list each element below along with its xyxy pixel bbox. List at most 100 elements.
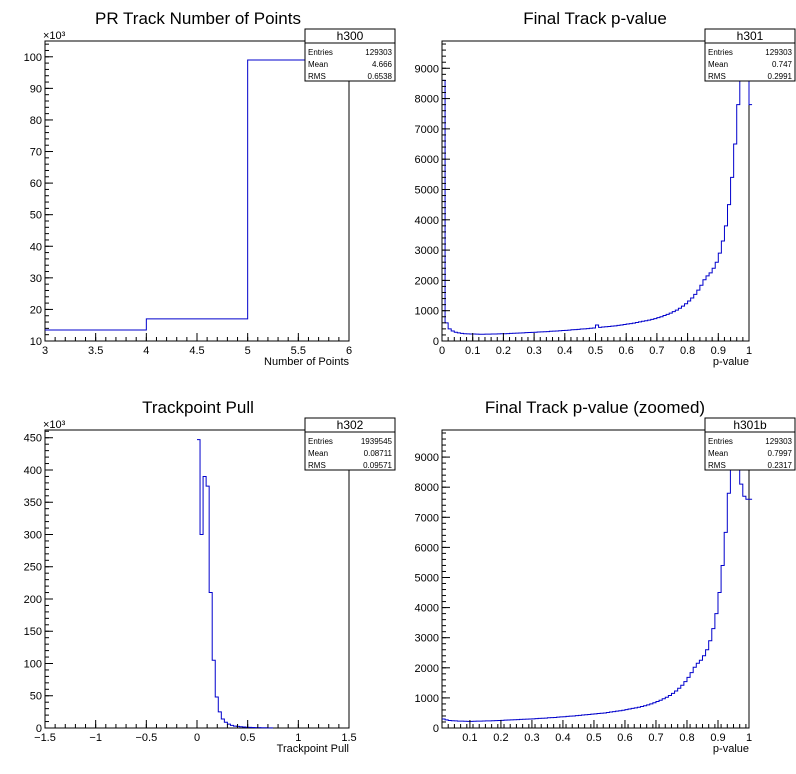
x-tick-label: 0.7 — [649, 345, 664, 357]
x-tick-label: 1 — [746, 345, 752, 357]
y-tick-label: 10 — [30, 336, 42, 348]
y-tick-label: 7000 — [415, 512, 439, 524]
y-tick-label: 0 — [433, 336, 439, 348]
stats-mean-label: Mean — [708, 449, 728, 458]
y-tick-label: 5000 — [415, 184, 439, 196]
x-tick-label: 1.5 — [341, 732, 356, 744]
y-tick-label: 80 — [30, 115, 42, 127]
x-tick-label: 1 — [295, 732, 301, 744]
chart-panel-4: Final Track p-value (zoomed) 0.1 0.2 0.3 0.4… — [415, 398, 796, 755]
chart-panel-3: Trackpoint Pull −1.5 −1 −0.5 0 0.5 1 1.5 0 50 100 1… — [24, 398, 396, 755]
y-tick-label: 7000 — [415, 124, 439, 136]
x-tick-label: 0.3 — [526, 345, 541, 357]
y-tick-label: 3000 — [415, 633, 439, 645]
stats-entries-label: Entries — [708, 437, 733, 446]
x-tick-label: 0.9 — [710, 732, 725, 744]
stats-box — [704, 28, 796, 82]
x-tick-label: 0.4 — [557, 345, 572, 357]
x-tick-label: 4 — [143, 345, 149, 357]
x-tick-label: −0.5 — [135, 732, 157, 744]
x-tick-label: 0 — [194, 732, 200, 744]
y-tick-label: 0 — [36, 723, 42, 735]
stats-rms-label: RMS — [308, 461, 326, 470]
x-tick-label: 0.5 — [240, 732, 255, 744]
y-tick-label: 300 — [24, 529, 42, 541]
y-tick-label: 90 — [30, 83, 42, 95]
histogram-line — [442, 447, 753, 722]
plot-frame — [441, 40, 750, 342]
x-axis-label: Number of Points — [264, 356, 349, 368]
stats-box — [704, 417, 796, 471]
stats-rms-label: RMS — [308, 72, 326, 81]
stats-rms: 0.2317 — [768, 461, 793, 470]
y-tick-label: 9000 — [415, 63, 439, 75]
y-tick-label: 9000 — [415, 452, 439, 464]
y-tick-label: 100 — [24, 658, 42, 670]
y-tick-label: 450 — [24, 433, 42, 445]
x-tick-label: 0.5 — [588, 345, 603, 357]
plot-frame — [441, 429, 750, 729]
y-tick-label: 0 — [433, 723, 439, 735]
y-tick-label: 6000 — [415, 154, 439, 166]
y-tick-label: 6000 — [415, 542, 439, 554]
stats-rms: 0.2991 — [768, 72, 793, 81]
y-tick-label: 20 — [30, 304, 42, 316]
y-tick-label: 8000 — [415, 482, 439, 494]
stats-rms: 0.6538 — [368, 72, 393, 81]
stats-name: h301b — [733, 418, 767, 432]
histogram-line — [197, 439, 273, 729]
stats-mean: 4.666 — [372, 60, 393, 69]
chart-title: Final Track p-value (zoomed) — [485, 398, 705, 417]
x-tick-label: 4.5 — [189, 345, 204, 357]
y-multiplier-label: ×10³ — [43, 30, 66, 42]
y-tick-label: 1000 — [415, 693, 439, 705]
x-tick-label: 1 — [746, 732, 752, 744]
y-tick-label: 50 — [30, 210, 42, 222]
y-tick-label: 100 — [24, 52, 42, 64]
x-tick-label: 0.8 — [680, 345, 695, 357]
y-tick-label: 5000 — [415, 572, 439, 584]
x-axis-label: Trackpoint Pull — [277, 743, 349, 755]
x-tick-label: 0.2 — [496, 345, 511, 357]
x-tick-label: 0.6 — [619, 345, 634, 357]
y-tick-label: 4000 — [415, 603, 439, 615]
y-tick-label: 70 — [30, 147, 42, 159]
x-tick-label: 0.9 — [711, 345, 726, 357]
x-tick-label: 0.6 — [617, 732, 632, 744]
stats-entries-label: Entries — [308, 48, 333, 57]
stats-mean-label: Mean — [308, 449, 328, 458]
stats-entries: 129303 — [365, 48, 392, 57]
stats-mean: 0.747 — [772, 60, 793, 69]
chart-title: PR Track Number of Points — [95, 9, 301, 28]
x-tick-label: 0.3 — [524, 732, 539, 744]
x-tick-label: 3.5 — [88, 345, 103, 357]
x-tick-label: 0.8 — [679, 732, 694, 744]
y-tick-label: 200 — [24, 594, 42, 606]
stats-entries: 129303 — [765, 48, 792, 57]
x-tick-label: 5.5 — [291, 345, 306, 357]
chart-title: Trackpoint Pull — [142, 398, 254, 417]
y-tick-label: 2000 — [415, 275, 439, 287]
stats-rms-label: RMS — [708, 72, 726, 81]
y-tick-label: 50 — [30, 691, 42, 703]
x-tick-label: 0.1 — [465, 345, 480, 357]
y-tick-label: 1000 — [415, 306, 439, 318]
x-tick-label: −1.5 — [34, 732, 56, 744]
y-tick-label: 30 — [30, 273, 42, 285]
stats-name: h302 — [337, 418, 364, 432]
stats-rms-label: RMS — [708, 461, 726, 470]
x-tick-label: 0.1 — [462, 732, 477, 744]
x-tick-label: 0.7 — [648, 732, 663, 744]
plot-frame — [44, 429, 350, 729]
stats-entries: 1939545 — [361, 437, 393, 446]
x-tick-label: −1 — [89, 732, 102, 744]
y-tick-label: 350 — [24, 497, 42, 509]
stats-box — [304, 417, 396, 471]
chart-panel-1: PR Track Number of Points 3 3.5 4 4.5 5 5.5 6 10… — [24, 9, 396, 368]
x-tick-label: 5 — [245, 345, 251, 357]
stats-entries-label: Entries — [308, 437, 333, 446]
stats-name: h301 — [737, 29, 764, 43]
y-tick-label: 2000 — [415, 663, 439, 675]
x-tick-label: 0.2 — [493, 732, 508, 744]
